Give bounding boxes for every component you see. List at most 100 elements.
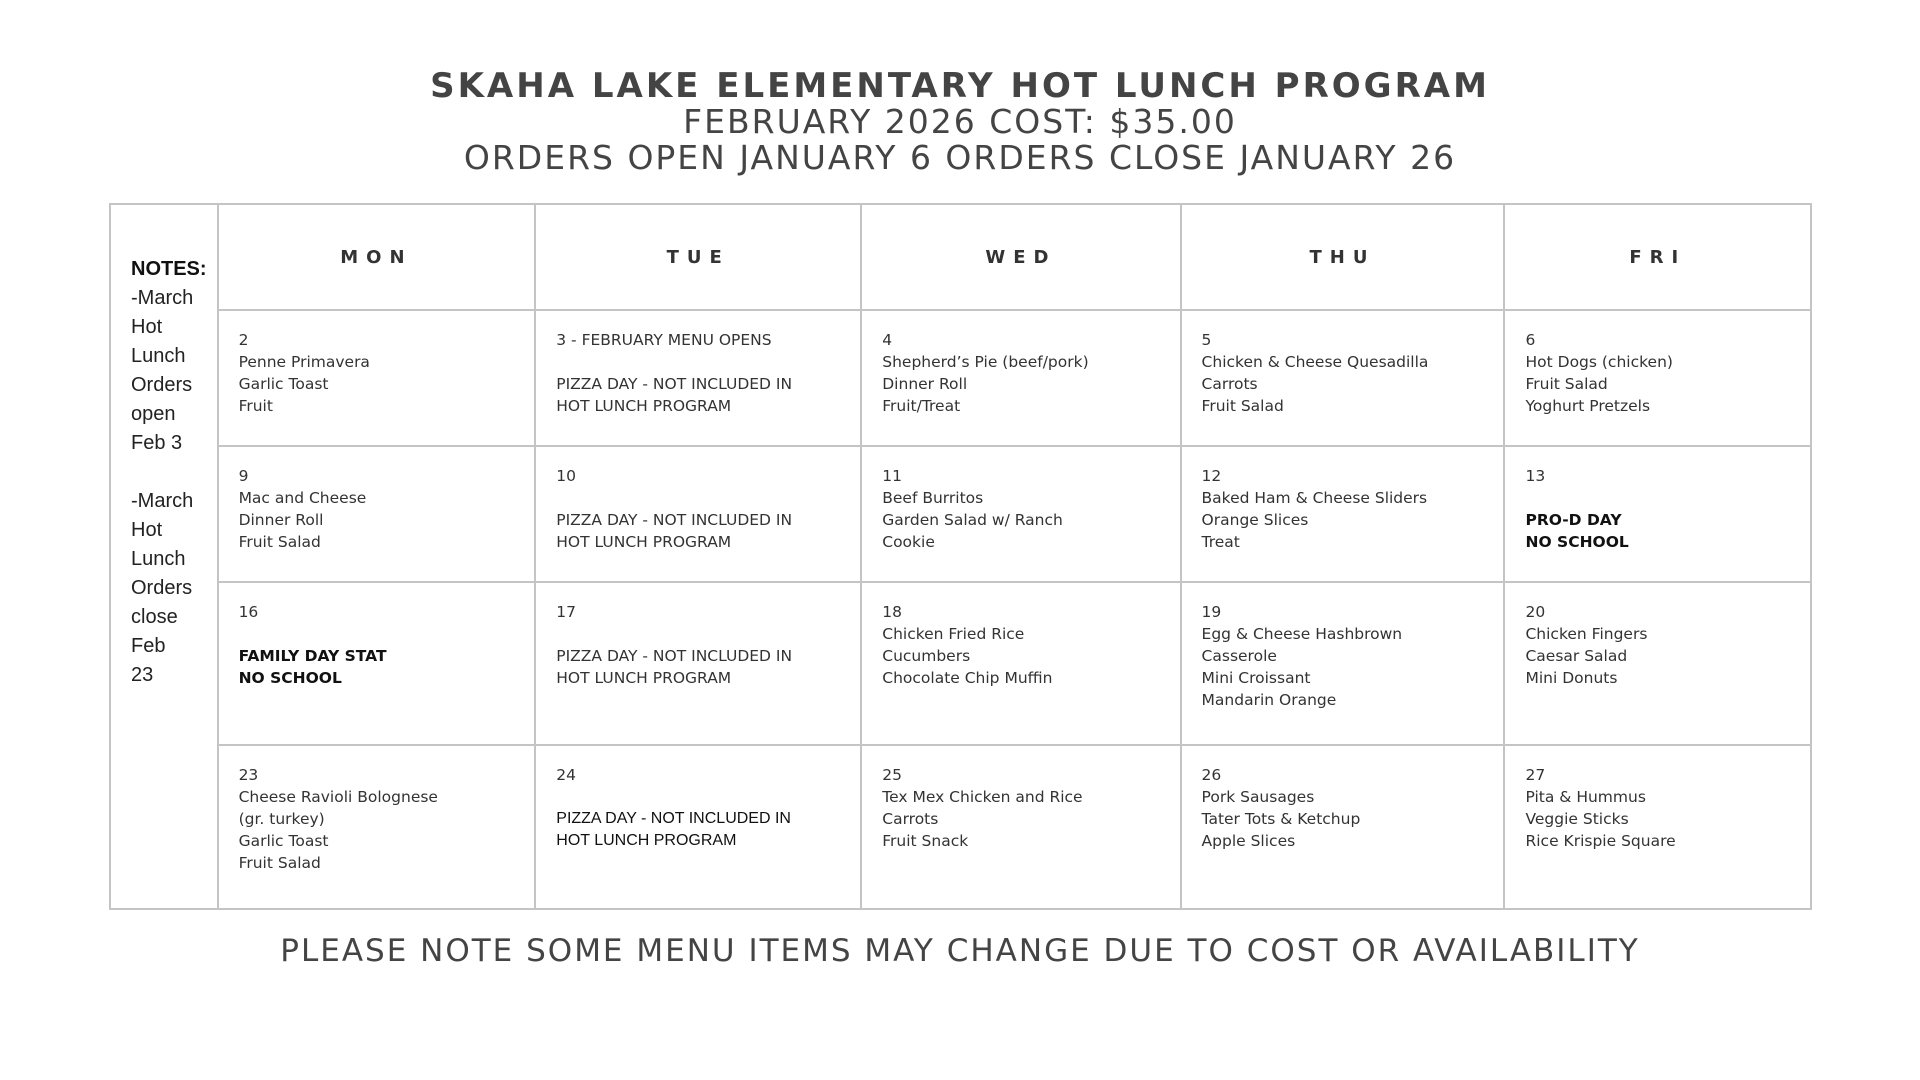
- date-label: 5: [1201, 331, 1212, 349]
- menu-item: Chicken & Cheese Quesadilla: [1201, 353, 1429, 371]
- notes-line: Lunch: [131, 345, 186, 367]
- menu-item: Baked Ham & Cheese Sliders: [1201, 488, 1428, 507]
- menu-item: Fruit Snack: [882, 832, 969, 851]
- menu-item: Chicken Fried Rice: [882, 624, 1025, 643]
- menu-item: [556, 786, 840, 808]
- menu-item: Treat: [1201, 532, 1240, 551]
- notes-heading: NOTES:: [131, 258, 207, 280]
- menu-item: HOT LUNCH PROGRAM: [556, 532, 732, 551]
- menu-item: FAMILY DAY STAT: [238, 646, 387, 665]
- week-row: 16 FAMILY DAY STAT NO SCHOOL 17 PIZZA DAY - …: [110, 580, 1812, 747]
- menu-calendar: NOTES: -March Hot Lunch Orders open Feb 3 -M…: [109, 203, 1812, 910]
- menu-item: [239, 623, 515, 645]
- menu-item: Fruit Salad: [1201, 397, 1284, 415]
- menu-item: Casserole: [1201, 646, 1277, 665]
- menu-item: [556, 487, 840, 509]
- notes-line: Lunch: [131, 548, 186, 570]
- menu-item: [1525, 487, 1790, 509]
- day-header-mon: MON: [216, 203, 537, 311]
- day-cell: 25 Tex Mex Chicken and Rice Carrots Fruit S…: [860, 744, 1182, 910]
- date-label: 23: [238, 766, 259, 785]
- date-label: 3 - FEBRUARY MENU OPENS: [556, 331, 772, 349]
- menu-item: Carrots: [1201, 375, 1258, 393]
- date-label: 12: [1201, 466, 1222, 485]
- date-label: 24: [556, 766, 576, 785]
- menu-item: Tex Mex Chicken and Rice: [882, 788, 1083, 807]
- cost-line: FEBRUARY 2026 COST: $35.00: [683, 102, 1237, 141]
- menu-item: Fruit Salad: [1525, 375, 1608, 393]
- day-cell: 27 Pita & Hummus Veggie Sticks Rice Krispie…: [1503, 744, 1812, 910]
- menu-item: Mandarin Orange: [1201, 690, 1337, 709]
- menu-item: Fruit Salad: [238, 854, 321, 873]
- menu-item: Penne Primavera: [238, 353, 370, 371]
- date-label: 6: [1525, 331, 1536, 349]
- date-label: 16: [238, 602, 259, 621]
- menu-item: Yoghurt Pretzels: [1525, 397, 1651, 415]
- date-label: 17: [556, 602, 576, 621]
- week-row: 9 Mac and Cheese Dinner Roll Fruit Salad 10 P…: [110, 444, 1812, 583]
- day-cell: 18 Chicken Fried Rice Cucumbers Chocolate C…: [860, 580, 1182, 747]
- date-label: 10: [556, 466, 576, 485]
- day-cell: 13 PRO-D DAY NO SCHOOL: [1503, 444, 1812, 583]
- menu-item: Apple Slices: [1201, 832, 1296, 851]
- day-cell: 24 PIZZA DAY - NOT INCLUDED IN HOT LUNCH P…: [534, 744, 863, 910]
- menu-item: Cucumbers: [882, 646, 971, 665]
- menu-item: Dinner Roll: [238, 510, 324, 529]
- date-label: 20: [1525, 602, 1546, 621]
- menu-item: PIZZA DAY - NOT INCLUDED IN: [556, 375, 793, 393]
- menu-item: Orange Slices: [1201, 510, 1309, 529]
- menu-item: PIZZA DAY - NOT INCLUDED IN: [556, 510, 793, 529]
- date-label: 18: [882, 602, 902, 621]
- day-header-wed: WED: [860, 203, 1182, 311]
- day-cell: 26 Pork Sausages Tater Tots & Ketchup Apple…: [1179, 744, 1506, 910]
- menu-item: Egg & Cheese Hashbrown: [1201, 624, 1403, 643]
- menu-item: Caesar Salad: [1525, 646, 1628, 665]
- menu-item: HOT LUNCH PROGRAM: [556, 832, 737, 850]
- day-cell: 10 PIZZA DAY - NOT INCLUDED IN HOT LUNCH P…: [534, 444, 863, 583]
- day-cell: 5 Chicken & Cheese Quesadilla Carrots Fruit…: [1179, 309, 1506, 447]
- notes-line: Orders open: [131, 374, 193, 425]
- menu-item: Hot Dogs (chicken): [1525, 353, 1673, 371]
- menu-item: Rice Krispie Square: [1525, 832, 1676, 851]
- menu-item: Pita & Hummus: [1525, 788, 1646, 807]
- weekday-header-row: NOTES: -March Hot Lunch Orders open Feb 3 -M…: [109, 203, 1812, 910]
- date-label: 2: [238, 331, 249, 349]
- day-cell: 17 PIZZA DAY - NOT INCLUDED IN HOT LUNCH P…: [534, 580, 863, 747]
- footer-note: PLEASE NOTE SOME MENU ITEMS MAY CHANGE D…: [280, 933, 1640, 969]
- menu-item: [556, 623, 840, 645]
- date-label: 13: [1525, 466, 1546, 485]
- page-title: SKAHA LAKE ELEMENTARY HOT LUNCH PROGRAM: [430, 66, 1490, 106]
- menu-item: Carrots: [882, 810, 939, 829]
- menu-item: Garlic Toast: [238, 832, 329, 851]
- day-cell: 12 Baked Ham & Cheese Sliders Orange Slice…: [1179, 444, 1506, 583]
- menu-item: NO SCHOOL: [1525, 532, 1629, 551]
- menu-item: Garden Salad w/ Ranch: [882, 510, 1063, 529]
- date-label: 19: [1201, 602, 1222, 621]
- menu-item: Cheese Ravioli Bolognese: [238, 788, 438, 807]
- day-cell: 2 Penne Primavera Garlic Toast Fruit: [216, 309, 537, 447]
- menu-item: Shepherd’s Pie (beef/pork): [882, 353, 1089, 371]
- menu-item: PRO-D DAY: [1525, 510, 1622, 529]
- notes-line: [131, 458, 207, 487]
- menu-item: Mac and Cheese: [238, 488, 367, 507]
- notes-line: -March Hot: [131, 287, 194, 338]
- notes-line: close Feb: [131, 606, 178, 657]
- menu-item: NO SCHOOL: [238, 668, 342, 687]
- notes-line: Orders: [131, 577, 193, 599]
- menu-item: Fruit: [238, 397, 273, 415]
- menu-item: HOT LUNCH PROGRAM: [556, 668, 732, 687]
- menu-item: Tater Tots & Ketchup: [1201, 810, 1361, 829]
- day-cell: 19 Egg & Cheese Hashbrown Casserole Mini Cr…: [1179, 580, 1506, 747]
- menu-item: HOT LUNCH PROGRAM: [556, 397, 732, 415]
- menu-item: Cookie: [882, 532, 935, 551]
- menu-item: PIZZA DAY - NOT INCLUDED IN: [556, 646, 793, 665]
- menu-item: Fruit Salad: [238, 532, 321, 551]
- week-row: 23 Cheese Ravioli Bolognese (gr. turkey) Ga…: [110, 744, 1812, 910]
- notes-line: 23: [131, 664, 154, 686]
- day-header-fri: FRI: [1503, 203, 1812, 311]
- day-cell: 20 Chicken Fingers Caesar Salad Mini Donuts: [1503, 580, 1812, 747]
- notes-line: Feb 3: [131, 432, 183, 454]
- week-row: 2 Penne Primavera Garlic Toast Fruit 3 - FEB…: [110, 309, 1812, 447]
- menu-item: Pork Sausages: [1201, 788, 1315, 807]
- day-header-tue: TUE: [534, 203, 863, 311]
